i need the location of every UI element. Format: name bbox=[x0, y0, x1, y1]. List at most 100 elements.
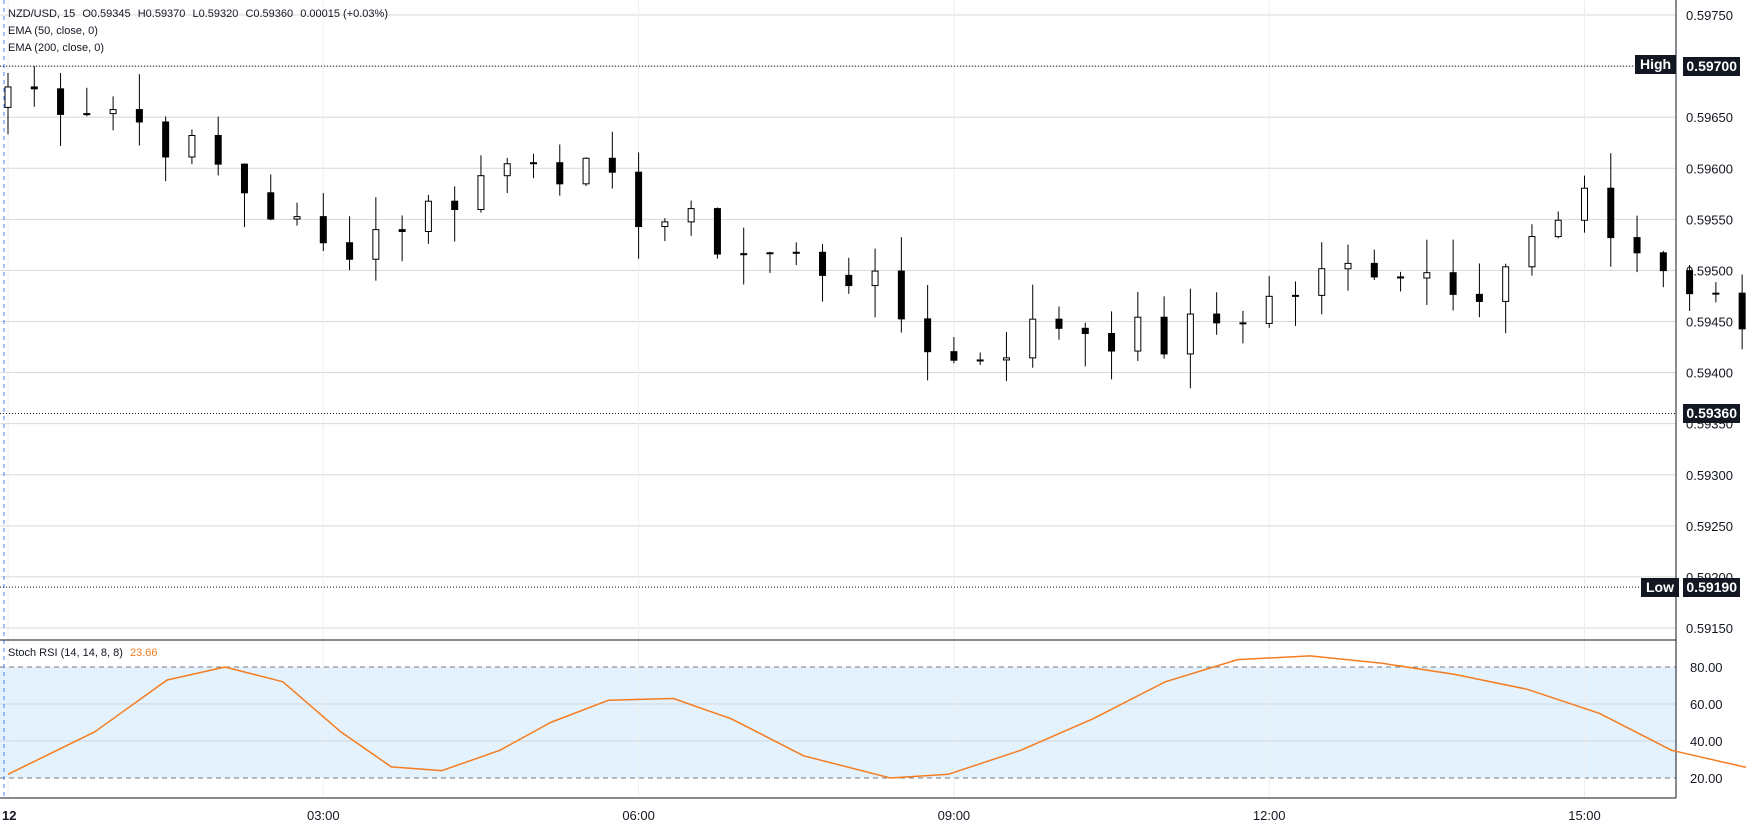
candle-body bbox=[766, 252, 774, 255]
time-tick-label: 03:00 bbox=[307, 808, 340, 823]
time-tick-label: 12:00 bbox=[1253, 808, 1286, 823]
candle-body bbox=[556, 162, 564, 185]
candle-body bbox=[267, 192, 275, 220]
candle-body bbox=[950, 351, 958, 361]
candle-body bbox=[1134, 316, 1142, 352]
candle-body bbox=[372, 229, 380, 260]
candle-body bbox=[740, 253, 748, 256]
candle-body bbox=[1239, 322, 1247, 325]
price-tick-label: 0.59500 bbox=[1686, 263, 1733, 278]
candle-body bbox=[897, 270, 905, 320]
candle-body bbox=[1108, 333, 1116, 352]
open-value: O0.59345 bbox=[82, 8, 131, 20]
candle-body bbox=[1475, 293, 1483, 302]
ema50-legend[interactable]: EMA (50, close, 0) bbox=[8, 25, 98, 37]
candle-body bbox=[1633, 237, 1641, 254]
candle-body bbox=[1029, 318, 1037, 359]
symbol-label[interactable]: NZD/USD, 15 bbox=[8, 8, 76, 20]
candle-body bbox=[398, 229, 406, 233]
candle-body bbox=[188, 135, 196, 158]
low-value: L0.59320 bbox=[192, 8, 239, 20]
price-tick-label: 0.59250 bbox=[1686, 519, 1733, 534]
candle-body bbox=[109, 109, 117, 115]
candle-body bbox=[162, 121, 170, 158]
candle-body bbox=[1213, 313, 1221, 324]
price-tick-label: 0.59600 bbox=[1686, 161, 1733, 176]
candle-body bbox=[792, 251, 800, 254]
high-marker-label: High bbox=[1635, 55, 1677, 74]
candle-body bbox=[530, 162, 537, 165]
change-value: 0.00015 (+0.03%) bbox=[300, 8, 388, 20]
candle-body bbox=[1344, 262, 1352, 270]
candle-body bbox=[1449, 272, 1457, 295]
candle-body bbox=[1002, 357, 1010, 361]
rsi-line bbox=[7, 655, 1746, 779]
candle-body bbox=[1607, 187, 1615, 239]
candle-body bbox=[503, 163, 511, 177]
candle-body bbox=[240, 163, 248, 194]
candle-body bbox=[582, 157, 590, 185]
candle-body bbox=[1186, 313, 1194, 355]
rsi-label[interactable]: Stoch RSI (14, 14, 8, 8) bbox=[8, 647, 123, 659]
candle-body bbox=[687, 208, 695, 223]
candle-body bbox=[30, 86, 38, 90]
close-value: C0.59360 bbox=[245, 8, 294, 20]
candles bbox=[4, 66, 1746, 389]
candle-body bbox=[1581, 187, 1588, 221]
candle-body bbox=[4, 86, 12, 108]
rsi-tick-label: 20.00 bbox=[1690, 771, 1723, 786]
time-tick-label: 06:00 bbox=[622, 808, 655, 823]
candle-body bbox=[1686, 270, 1694, 295]
rsi-legend: Stoch RSI (14, 14, 8, 8) 23.66 bbox=[8, 647, 158, 659]
candle-body bbox=[1081, 327, 1089, 335]
candle-body bbox=[871, 270, 879, 287]
candle-body bbox=[135, 109, 143, 123]
time-tick-label: 15:00 bbox=[1568, 808, 1601, 823]
price-tick-label: 0.59150 bbox=[1686, 621, 1733, 636]
candle-body bbox=[346, 242, 354, 260]
price-tick-label: 0.59300 bbox=[1686, 468, 1733, 483]
time-tick-label: 12 bbox=[2, 808, 16, 823]
candle-body bbox=[1528, 236, 1536, 268]
candle-body bbox=[1055, 318, 1063, 329]
rsi-band bbox=[0, 667, 1676, 778]
candle-body bbox=[1738, 292, 1746, 330]
ema200-legend[interactable]: EMA (200, close, 0) bbox=[8, 42, 104, 54]
time-tick-label: 09:00 bbox=[938, 808, 971, 823]
rsi-tick-label: 80.00 bbox=[1690, 660, 1723, 675]
candle-body bbox=[1265, 295, 1273, 324]
candle-body bbox=[661, 221, 669, 228]
price-tick-label: 0.59550 bbox=[1686, 212, 1733, 227]
candle-body bbox=[845, 274, 853, 287]
candle-body bbox=[635, 171, 643, 228]
price-grid: 0.591500.592000.592500.593000.593500.594… bbox=[0, 8, 1733, 636]
price-tick-label: 0.59750 bbox=[1686, 8, 1733, 23]
candle-body bbox=[1659, 252, 1667, 272]
candle-body bbox=[1502, 266, 1510, 302]
candle-body bbox=[477, 175, 485, 211]
candle-body bbox=[83, 113, 91, 116]
price-tick-label: 0.59450 bbox=[1686, 315, 1733, 330]
candle-body bbox=[1397, 276, 1405, 279]
candle-body bbox=[1712, 292, 1720, 295]
price-legend: NZD/USD, 15 O0.59345 H0.59370 L0.59320 C… bbox=[8, 8, 388, 20]
low-marker-label: Low bbox=[1641, 578, 1679, 597]
candle-body bbox=[57, 88, 65, 115]
candle-body bbox=[214, 135, 222, 165]
rsi-value: 23.66 bbox=[130, 647, 158, 659]
high-value: H0.59370 bbox=[137, 8, 186, 20]
price-tick-label: 0.59400 bbox=[1686, 366, 1733, 381]
candle-body bbox=[424, 200, 432, 233]
candle-body bbox=[1160, 316, 1168, 355]
candle-body bbox=[819, 251, 827, 276]
price-tick-label: 0.59650 bbox=[1686, 110, 1733, 125]
candle-body bbox=[1423, 272, 1431, 279]
candle-body bbox=[1554, 219, 1562, 238]
candle-body bbox=[976, 359, 984, 362]
candle-body bbox=[608, 157, 616, 173]
candle-body bbox=[1370, 262, 1378, 278]
candle-body bbox=[451, 200, 459, 211]
candle-body bbox=[319, 216, 327, 244]
last-price-tag: 0.59360 bbox=[1683, 404, 1740, 423]
